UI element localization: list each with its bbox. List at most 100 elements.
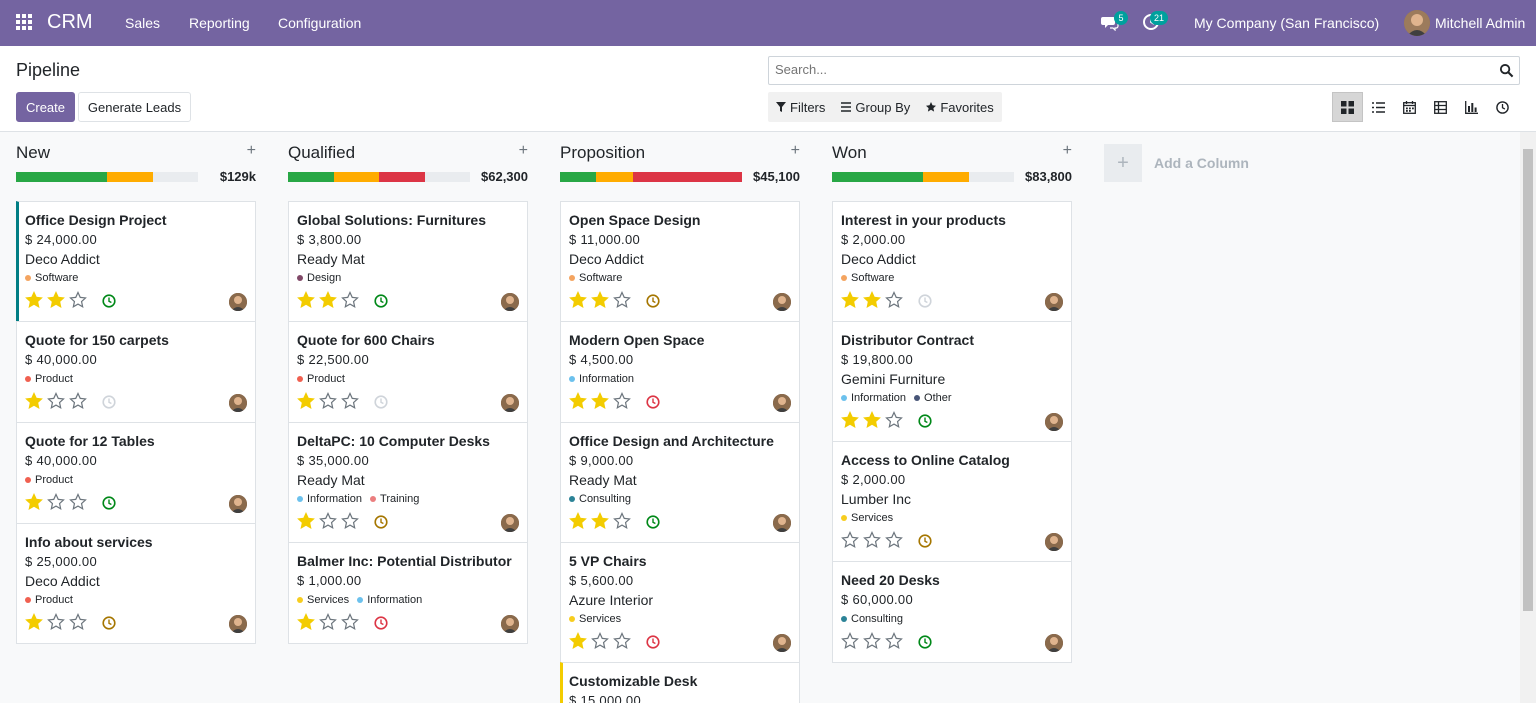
- column-title[interactable]: Proposition: [560, 143, 646, 162]
- activity-clock-icon[interactable]: [646, 515, 660, 529]
- salesperson-avatar[interactable]: [501, 514, 519, 532]
- star-empty-icon[interactable]: [885, 531, 903, 549]
- activity-view-button[interactable]: [1487, 92, 1518, 122]
- activity-clock-icon[interactable]: [374, 294, 388, 308]
- user-avatar[interactable]: [1404, 10, 1430, 36]
- kanban-card[interactable]: Quote for 600 Chairs $ 22,500.00 Product: [288, 321, 528, 423]
- add-column[interactable]: + Add a Column: [1104, 144, 1249, 182]
- progress-segment[interactable]: [333, 172, 379, 182]
- kanban-card[interactable]: Interest in your products $ 2,000.00 Deco …: [832, 201, 1072, 322]
- salesperson-avatar[interactable]: [773, 514, 791, 532]
- menu-sales[interactable]: Sales: [125, 15, 161, 31]
- activity-clock-icon[interactable]: [102, 395, 116, 409]
- activity-clock-icon[interactable]: [374, 616, 388, 630]
- star-filled-icon[interactable]: [569, 632, 587, 650]
- star-filled-icon[interactable]: [25, 291, 43, 309]
- star-filled-icon[interactable]: [863, 291, 881, 309]
- star-filled-icon[interactable]: [297, 512, 315, 530]
- column-progress-bar[interactable]: [288, 172, 470, 182]
- star-empty-icon[interactable]: [319, 512, 337, 530]
- activity-clock-icon[interactable]: [374, 395, 388, 409]
- kanban-card[interactable]: Global Solutions: Furnitures $ 3,800.00 Re…: [288, 201, 528, 322]
- salesperson-avatar[interactable]: [773, 634, 791, 652]
- salesperson-avatar[interactable]: [773, 293, 791, 311]
- menu-configuration[interactable]: Configuration: [278, 15, 362, 31]
- salesperson-avatar[interactable]: [229, 293, 247, 311]
- activity-clock-icon[interactable]: [102, 496, 116, 510]
- page-scrollbar[interactable]: [1520, 132, 1536, 703]
- star-empty-icon[interactable]: [319, 613, 337, 631]
- kanban-card[interactable]: Need 20 Desks $ 60,000.00 Consulting: [832, 561, 1072, 663]
- star-empty-icon[interactable]: [69, 291, 87, 309]
- quick-create-plus-icon[interactable]: +: [1062, 142, 1072, 159]
- star-empty-icon[interactable]: [841, 632, 859, 650]
- star-filled-icon[interactable]: [297, 613, 315, 631]
- column-title[interactable]: New: [16, 143, 51, 162]
- salesperson-avatar[interactable]: [229, 615, 247, 633]
- salesperson-avatar[interactable]: [229, 394, 247, 412]
- calendar-view-button[interactable]: [1394, 92, 1425, 122]
- activity-clock-icon[interactable]: [646, 395, 660, 409]
- progress-segment[interactable]: [16, 172, 107, 182]
- kanban-card[interactable]: Balmer Inc: Potential Distributor $ 1,000…: [288, 542, 528, 644]
- kanban-card[interactable]: Info about services $ 25,000.00 Deco Addic…: [16, 523, 256, 644]
- salesperson-avatar[interactable]: [501, 394, 519, 412]
- star-filled-icon[interactable]: [591, 392, 609, 410]
- star-filled-icon[interactable]: [47, 291, 65, 309]
- create-button[interactable]: Create: [16, 92, 75, 122]
- star-filled-icon[interactable]: [863, 411, 881, 429]
- star-filled-icon[interactable]: [297, 291, 315, 309]
- activity-clock-icon[interactable]: [646, 635, 660, 649]
- list-view-button[interactable]: [1363, 92, 1394, 122]
- activity-clock-icon[interactable]: [102, 294, 116, 308]
- star-empty-icon[interactable]: [591, 632, 609, 650]
- progress-segment[interactable]: [379, 172, 425, 182]
- star-empty-icon[interactable]: [885, 291, 903, 309]
- activity-clock-icon[interactable]: [918, 635, 932, 649]
- salesperson-avatar[interactable]: [501, 293, 519, 311]
- salesperson-avatar[interactable]: [1045, 634, 1063, 652]
- generate-leads-button[interactable]: Generate Leads: [78, 92, 191, 122]
- user-menu[interactable]: Mitchell Admin: [1435, 15, 1526, 31]
- kanban-card[interactable]: DeltaPC: 10 Computer Desks $ 35,000.00 Rea…: [288, 422, 528, 543]
- star-empty-icon[interactable]: [863, 632, 881, 650]
- salesperson-avatar[interactable]: [229, 495, 247, 513]
- kanban-view-button[interactable]: [1332, 92, 1363, 122]
- column-title[interactable]: Qualified: [288, 143, 356, 162]
- activity-clock-icon[interactable]: [918, 414, 932, 428]
- app-brand[interactable]: CRM: [47, 11, 93, 33]
- quick-create-plus-icon[interactable]: +: [790, 142, 800, 159]
- progress-segment[interactable]: [596, 172, 633, 182]
- salesperson-avatar[interactable]: [1045, 293, 1063, 311]
- kanban-card[interactable]: 5 VP Chairs $ 5,600.00 Azure Interior Servi…: [560, 542, 800, 663]
- kanban-card[interactable]: Quote for 150 carpets $ 40,000.00 Product: [16, 321, 256, 423]
- star-filled-icon[interactable]: [841, 291, 859, 309]
- activity-clock-icon[interactable]: [374, 515, 388, 529]
- kanban-card[interactable]: Quote for 12 Tables $ 40,000.00 Product: [16, 422, 256, 524]
- star-empty-icon[interactable]: [47, 392, 65, 410]
- quick-create-plus-icon[interactable]: +: [246, 142, 256, 159]
- star-empty-icon[interactable]: [47, 493, 65, 511]
- menu-reporting[interactable]: Reporting: [189, 15, 250, 31]
- star-empty-icon[interactable]: [885, 632, 903, 650]
- star-empty-icon[interactable]: [341, 392, 359, 410]
- star-filled-icon[interactable]: [569, 512, 587, 530]
- progress-segment[interactable]: [560, 172, 597, 182]
- kanban-card[interactable]: Distributor Contract $ 19,800.00 Gemini Fu…: [832, 321, 1072, 442]
- favorites-button[interactable]: Favorites: [918, 92, 1001, 122]
- salesperson-avatar[interactable]: [1045, 413, 1063, 431]
- column-title[interactable]: Won: [832, 143, 867, 162]
- star-filled-icon[interactable]: [319, 291, 337, 309]
- salesperson-avatar[interactable]: [773, 394, 791, 412]
- quick-create-plus-icon[interactable]: +: [518, 142, 528, 159]
- search-icon[interactable]: [1499, 63, 1514, 78]
- column-progress-bar[interactable]: [560, 172, 742, 182]
- star-empty-icon[interactable]: [613, 632, 631, 650]
- activity-clock-icon[interactable]: [646, 294, 660, 308]
- progress-segment[interactable]: [923, 172, 969, 182]
- apps-menu-icon[interactable]: [16, 14, 32, 30]
- kanban-card[interactable]: Access to Online Catalog $ 2,000.00 Lumber…: [832, 441, 1072, 562]
- star-empty-icon[interactable]: [341, 613, 359, 631]
- company-switcher[interactable]: My Company (San Francisco): [1194, 15, 1380, 31]
- search-input[interactable]: [775, 62, 1475, 77]
